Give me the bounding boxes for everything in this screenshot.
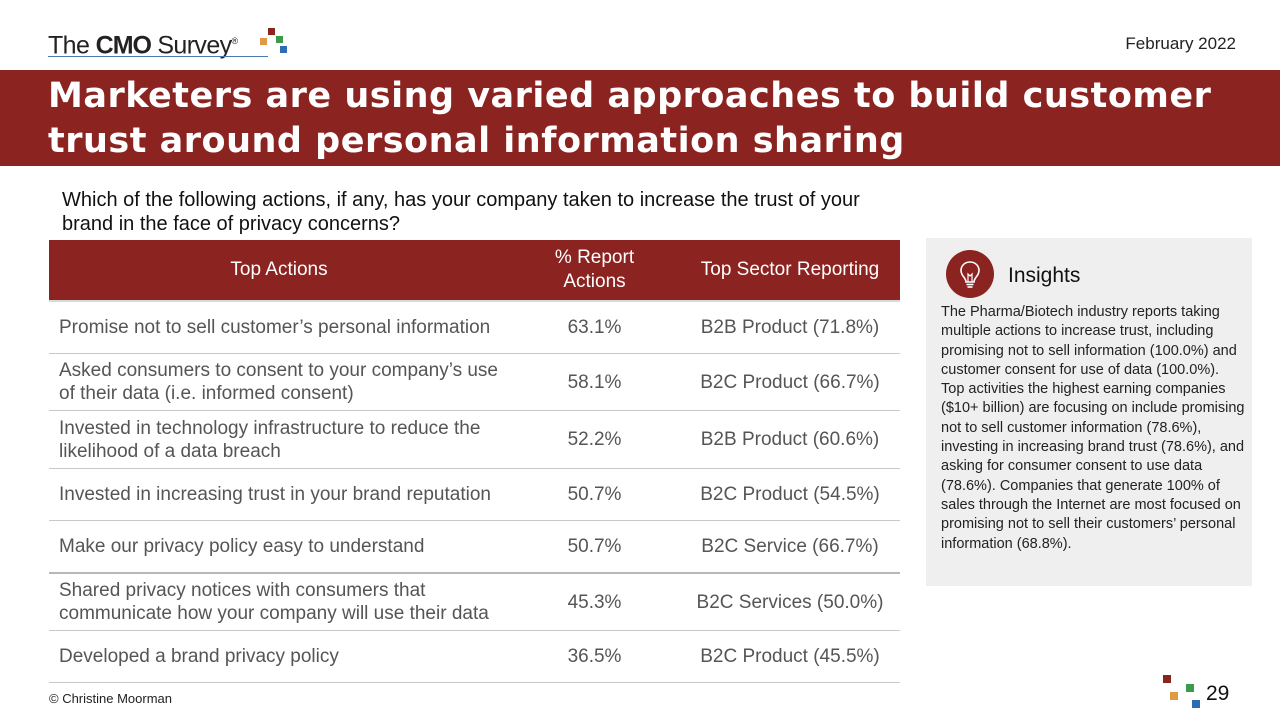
action-cell: Promise not to sell customer’s personal … <box>59 317 491 338</box>
title-banner: Marketers are using varied approaches to… <box>0 70 1280 166</box>
insights-title: Insights <box>1008 264 1081 287</box>
action-cell: Make our privacy policy easy to understa… <box>59 536 425 557</box>
header-top-actions: Top Actions <box>230 259 328 280</box>
table-row: Developed a brand privacy policy 36.5% B… <box>49 631 900 683</box>
percent-cell: 45.3% <box>567 591 622 613</box>
table-header: Top Actions % Report Actions Top Sector … <box>49 240 900 302</box>
insights-panel: Insights The Pharma/Biotech industry rep… <box>926 238 1252 586</box>
action-cell: Developed a brand privacy policy <box>59 646 339 667</box>
brand-squares-icon <box>1160 672 1204 712</box>
insights-badge <box>946 250 994 298</box>
report-date: February 2022 <box>1125 34 1236 53</box>
action-cell: Invested in increasing trust in your bra… <box>59 484 491 505</box>
lightbulb-icon <box>960 261 980 288</box>
survey-question: Which of the following actions, if any, … <box>62 189 860 235</box>
table-row: Promise not to sell customer’s personal … <box>49 302 900 354</box>
logo-squares-icon <box>260 26 324 56</box>
table-row: Make our privacy policy easy to understa… <box>49 521 900 574</box>
copyright: © Christine Moorman <box>49 691 173 706</box>
sector-cell: B2C Product (66.7%) <box>700 371 880 393</box>
percent-cell: 63.1% <box>567 317 622 338</box>
table-row: Invested in technology infrastructure to… <box>49 411 900 469</box>
sector-cell: B2C Service (66.7%) <box>701 536 879 557</box>
table-row: Shared privacy notices with consumers th… <box>49 574 900 631</box>
percent-cell: 52.2% <box>567 429 622 450</box>
logo-bold: CMO <box>95 31 152 60</box>
page-number: 29 <box>1206 682 1230 705</box>
percent-cell: 50.7% <box>567 484 622 505</box>
logo-wordmark: The CMO Survey® <box>48 26 238 60</box>
sector-cell: B2C Services (50.0%) <box>696 591 884 613</box>
logo-prefix: The <box>48 31 90 60</box>
logo-underline <box>48 56 268 57</box>
logo-registered: ® <box>231 36 239 46</box>
sector-cell: B2C Product (45.5%) <box>700 646 880 667</box>
percent-cell: 58.1% <box>567 371 622 393</box>
percent-cell: 50.7% <box>567 536 622 557</box>
header-percent-report: % Report Actions <box>554 247 635 292</box>
header-top-sector: Top Sector Reporting <box>700 259 880 280</box>
action-cell: Invested in technology infrastructure to… <box>59 417 481 462</box>
action-cell: Asked consumers to consent to your compa… <box>59 360 498 404</box>
percent-cell: 36.5% <box>567 646 622 667</box>
logo-suffix: Survey <box>157 31 232 60</box>
actions-table: Top Actions % Report Actions Top Sector … <box>49 240 900 683</box>
insights-body: The Pharma/Biotech industry reports taki… <box>941 304 1245 552</box>
action-cell: Shared privacy notices with consumers th… <box>59 580 489 624</box>
table-row: Invested in increasing trust in your bra… <box>49 469 900 521</box>
sector-cell: B2B Product (60.6%) <box>700 429 880 450</box>
cmo-survey-logo: The CMO Survey® <box>48 26 287 60</box>
sector-cell: B2C Product (54.5%) <box>700 484 880 505</box>
page-title: Marketers are using varied approaches to… <box>48 76 1212 161</box>
table-row: Asked consumers to consent to your compa… <box>49 354 900 411</box>
sector-cell: B2B Product (71.8%) <box>700 317 880 338</box>
